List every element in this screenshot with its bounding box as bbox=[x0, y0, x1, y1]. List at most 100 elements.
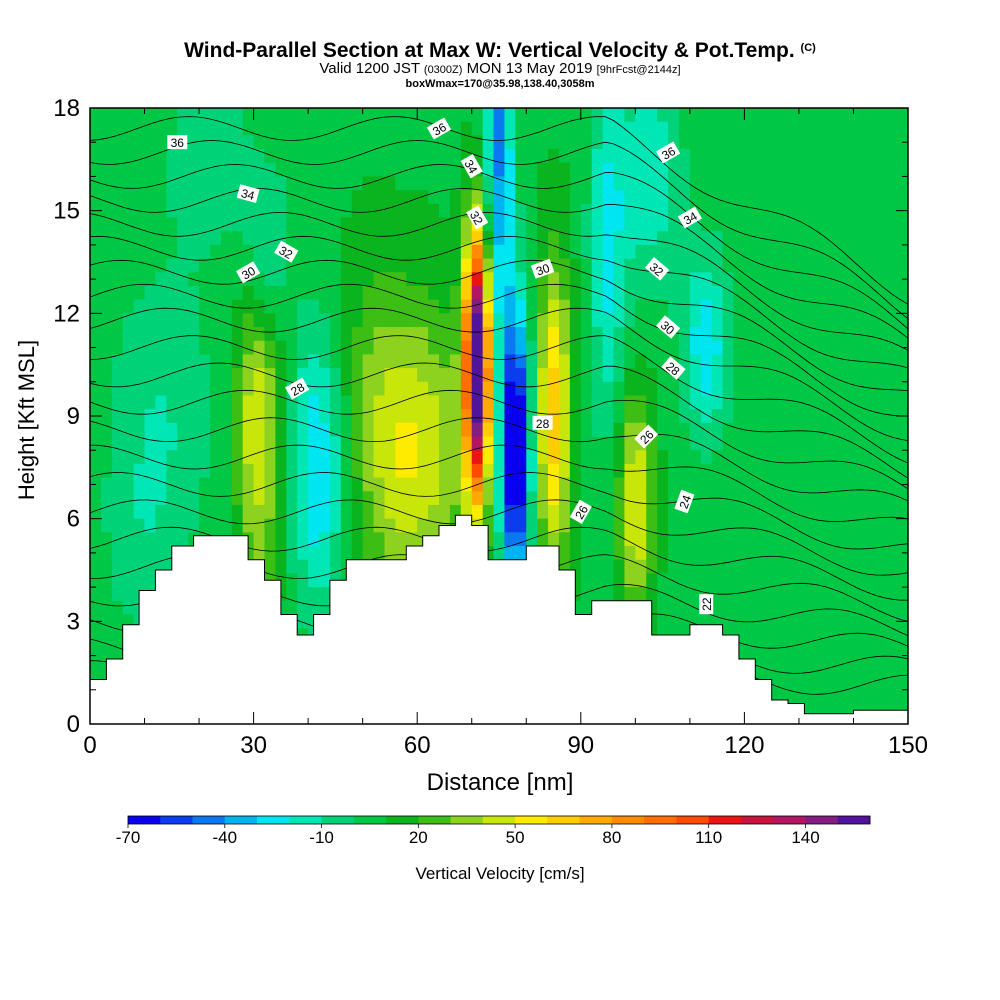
colorbar-swatch bbox=[773, 816, 806, 824]
velocity-cell bbox=[231, 463, 244, 479]
velocity-cell bbox=[678, 559, 691, 575]
velocity-cell bbox=[569, 450, 582, 465]
velocity-cell bbox=[308, 518, 320, 533]
velocity-cell bbox=[264, 190, 277, 205]
velocity-cell bbox=[111, 162, 124, 178]
velocity-cell bbox=[264, 162, 277, 178]
velocity-cell bbox=[569, 285, 582, 301]
velocity-cell bbox=[90, 600, 102, 616]
velocity-cell bbox=[864, 436, 876, 451]
velocity-cell bbox=[111, 504, 124, 520]
velocity-cell bbox=[406, 477, 418, 492]
velocity-cell bbox=[711, 217, 724, 232]
velocity-cell bbox=[831, 203, 844, 219]
velocity-cell bbox=[831, 381, 844, 397]
velocity-cell bbox=[166, 518, 178, 533]
velocity-cell bbox=[242, 381, 255, 397]
velocity-cell bbox=[548, 436, 560, 451]
velocity-cell bbox=[100, 231, 113, 246]
velocity-cell bbox=[733, 162, 745, 178]
velocity-cell bbox=[373, 217, 386, 232]
velocity-cell bbox=[177, 327, 189, 342]
velocity-cell bbox=[613, 587, 626, 602]
velocity-cell bbox=[155, 546, 167, 561]
velocity-cell bbox=[395, 313, 407, 328]
velocity-cell bbox=[580, 135, 593, 150]
velocity-cell bbox=[460, 395, 473, 410]
velocity-cell bbox=[755, 491, 767, 506]
velocity-cell bbox=[329, 327, 342, 342]
velocity-cell bbox=[373, 395, 386, 410]
velocity-cell bbox=[220, 285, 233, 301]
velocity-cell bbox=[384, 354, 396, 369]
velocity-cell bbox=[209, 108, 222, 123]
velocity-cell bbox=[853, 628, 865, 643]
velocity-cell bbox=[548, 463, 560, 479]
velocity-cell bbox=[297, 409, 309, 424]
velocity-cell bbox=[384, 327, 396, 342]
velocity-cell bbox=[886, 368, 898, 383]
velocity-cell bbox=[111, 614, 124, 629]
velocity-cell bbox=[591, 162, 604, 178]
velocity-cell bbox=[90, 436, 102, 451]
velocity-cell bbox=[777, 285, 789, 301]
velocity-cell bbox=[100, 108, 113, 123]
velocity-cell bbox=[788, 340, 800, 355]
velocity-cell bbox=[111, 368, 124, 383]
velocity-cell bbox=[188, 340, 200, 355]
velocity-cell bbox=[635, 587, 647, 602]
velocity-cell bbox=[580, 340, 593, 355]
velocity-cell bbox=[100, 587, 113, 602]
velocity-cell bbox=[842, 477, 855, 492]
velocity-cell bbox=[569, 313, 582, 328]
velocity-cell bbox=[766, 463, 778, 479]
velocity-cell bbox=[580, 395, 593, 410]
velocity-cell bbox=[209, 340, 222, 355]
velocity-cell bbox=[188, 518, 200, 533]
velocity-cell bbox=[875, 546, 887, 561]
velocity-cell bbox=[417, 368, 429, 383]
velocity-cell bbox=[297, 450, 309, 465]
velocity-cell bbox=[766, 450, 778, 465]
velocity-cell bbox=[722, 121, 735, 136]
velocity-cell bbox=[875, 340, 887, 355]
velocity-cell bbox=[678, 368, 691, 383]
velocity-cell bbox=[820, 682, 833, 698]
velocity-cell bbox=[569, 327, 582, 342]
velocity-cell bbox=[657, 518, 669, 533]
velocity-cell bbox=[809, 450, 822, 465]
velocity-cell bbox=[711, 190, 724, 205]
velocity-cell bbox=[777, 395, 789, 410]
velocity-cell bbox=[264, 258, 277, 273]
velocity-cell bbox=[384, 244, 396, 260]
velocity-cell bbox=[569, 368, 582, 383]
velocity-cell bbox=[831, 669, 844, 684]
velocity-cell bbox=[733, 313, 745, 328]
velocity-cell bbox=[809, 600, 822, 616]
velocity-cell bbox=[373, 313, 386, 328]
velocity-cell bbox=[100, 436, 113, 451]
velocity-cell bbox=[308, 546, 320, 561]
velocity-cell bbox=[90, 299, 102, 314]
velocity-cell bbox=[384, 368, 396, 383]
velocity-cell bbox=[526, 436, 538, 451]
velocity-cell bbox=[188, 327, 200, 342]
velocity-cell bbox=[111, 641, 124, 657]
velocity-cell bbox=[711, 409, 724, 424]
velocity-cell bbox=[340, 532, 353, 547]
velocity-cell bbox=[864, 121, 876, 136]
velocity-cell bbox=[242, 395, 255, 410]
velocity-cell bbox=[624, 272, 636, 287]
velocity-cell bbox=[439, 285, 451, 301]
velocity-cell bbox=[395, 258, 407, 273]
velocity-cell bbox=[602, 176, 615, 191]
velocity-cell bbox=[144, 395, 157, 410]
velocity-cell bbox=[362, 546, 375, 561]
velocity-cell bbox=[558, 108, 571, 123]
velocity-cell bbox=[209, 258, 222, 273]
velocity-cell bbox=[199, 313, 211, 328]
velocity-cell bbox=[297, 368, 309, 383]
velocity-cell bbox=[602, 395, 615, 410]
velocity-cell bbox=[875, 162, 887, 178]
velocity-cell bbox=[809, 518, 822, 533]
